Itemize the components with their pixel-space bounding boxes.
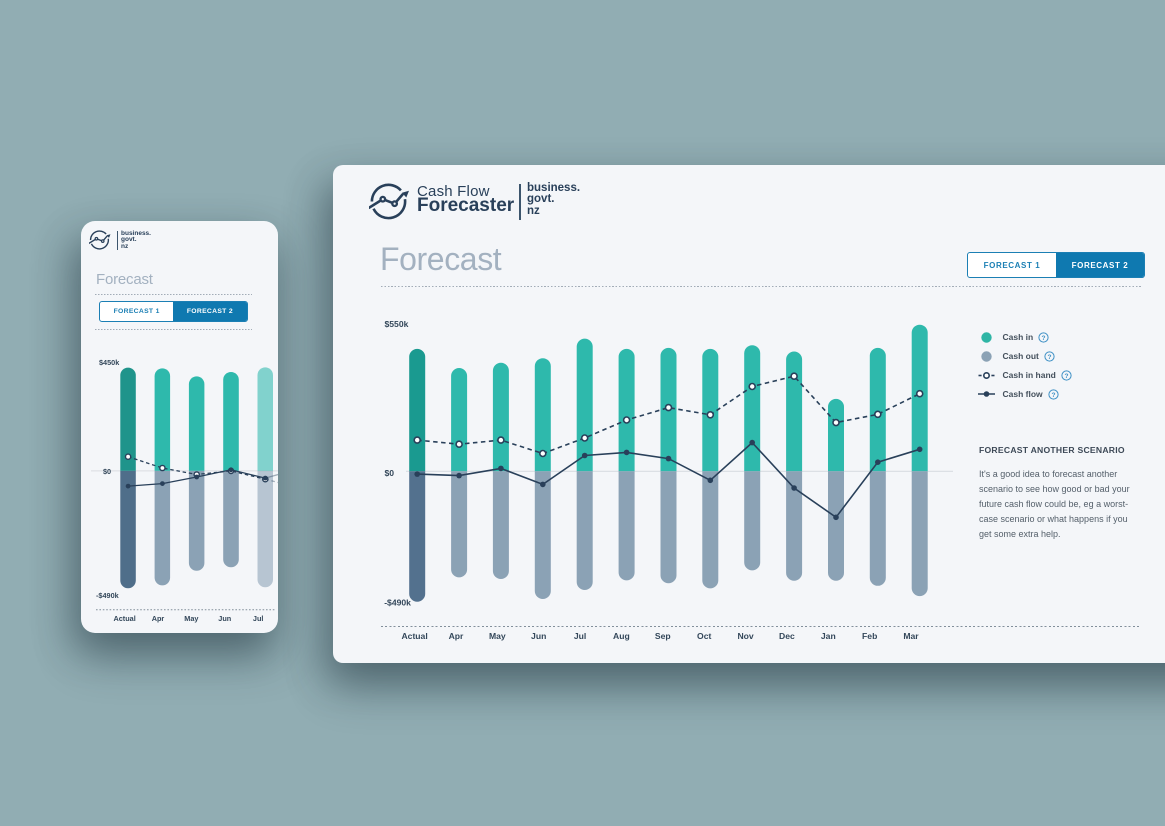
svg-text:Mar: Mar bbox=[903, 631, 919, 641]
svg-text:Apr: Apr bbox=[449, 631, 464, 641]
svg-text:May: May bbox=[184, 614, 199, 623]
svg-text:Aug: Aug bbox=[613, 631, 630, 641]
svg-text:Jun: Jun bbox=[531, 631, 546, 641]
svg-text:Jul: Jul bbox=[253, 614, 264, 623]
svg-text:$0: $0 bbox=[103, 467, 111, 476]
svg-text:Actual: Actual bbox=[401, 631, 427, 641]
svg-text:-$490k: -$490k bbox=[384, 598, 411, 608]
svg-text:Actual: Actual bbox=[113, 614, 135, 623]
svg-text:$550k: $550k bbox=[385, 319, 409, 329]
svg-text:Feb: Feb bbox=[862, 631, 877, 641]
svg-text:-$490k: -$490k bbox=[96, 591, 120, 600]
svg-text:Jul: Jul bbox=[574, 631, 586, 641]
svg-text:May: May bbox=[489, 631, 506, 641]
svg-text:Jun: Jun bbox=[218, 614, 231, 623]
svg-text:?: ? bbox=[1051, 391, 1055, 398]
svg-text:Oct: Oct bbox=[697, 631, 711, 641]
svg-text:$0: $0 bbox=[384, 468, 394, 478]
svg-text:Nov: Nov bbox=[737, 631, 753, 641]
svg-text:Dec: Dec bbox=[779, 631, 795, 641]
svg-text:Apr: Apr bbox=[152, 614, 165, 623]
svg-text:Sep: Sep bbox=[655, 631, 671, 641]
svg-text:?: ? bbox=[1047, 353, 1051, 360]
svg-text:?: ? bbox=[1064, 372, 1068, 379]
svg-text:$450k: $450k bbox=[99, 358, 120, 367]
svg-text:Jan: Jan bbox=[821, 631, 836, 641]
svg-text:?: ? bbox=[1042, 334, 1046, 341]
